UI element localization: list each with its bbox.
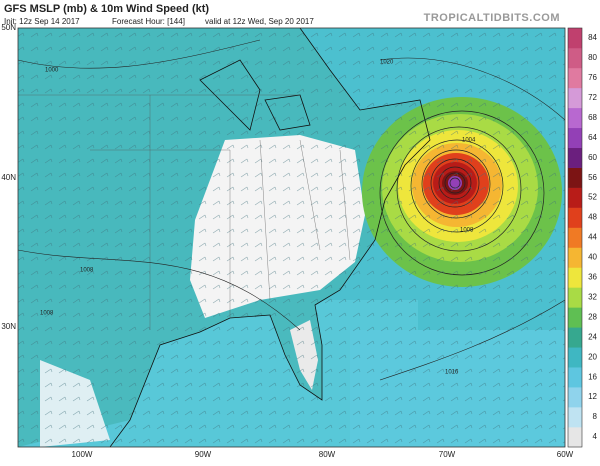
colorbar-segment bbox=[568, 67, 582, 89]
colorbar-label: 56 bbox=[588, 173, 597, 182]
lon-label: 100W bbox=[72, 450, 93, 459]
colorbar-label: 32 bbox=[588, 292, 597, 301]
colorbar-segment bbox=[568, 347, 582, 368]
colorbar-frame bbox=[567, 27, 583, 448]
title: GFS MSLP (mb) & 10m Wind Speed (kt) bbox=[4, 3, 209, 15]
wind-barbs bbox=[18, 28, 565, 447]
colorbar-segment bbox=[568, 367, 582, 388]
colorbar-segment bbox=[568, 227, 582, 248]
colorbar-segment bbox=[568, 47, 582, 69]
valid-time: valid at 12z Wed, Sep 20 2017 bbox=[205, 17, 314, 26]
colorbar-label: 28 bbox=[588, 312, 597, 321]
colorbar-label: 68 bbox=[588, 113, 597, 122]
map-frame bbox=[17, 27, 566, 448]
colorbar-segment bbox=[568, 28, 582, 49]
colorbar-label: 16 bbox=[588, 372, 597, 381]
colorbar-label: 44 bbox=[588, 233, 597, 242]
colorbar-label: 24 bbox=[588, 332, 597, 341]
colorbar-label: 40 bbox=[588, 253, 597, 262]
colorbar-segment bbox=[568, 327, 582, 348]
colorbar-segment bbox=[568, 147, 582, 168]
colorbar-label: 48 bbox=[588, 213, 597, 222]
colorbar-label: 8 bbox=[593, 412, 598, 421]
lon-label: 80W bbox=[319, 450, 336, 459]
colorbar-segment bbox=[568, 427, 582, 448]
colorbar-segment bbox=[568, 267, 582, 288]
colorbar-label: 84 bbox=[588, 33, 597, 42]
isobar-label: 1004 bbox=[462, 138, 476, 144]
isobar-label: 1008 bbox=[80, 268, 94, 274]
colorbar-segment bbox=[568, 127, 582, 149]
lon-label: 90W bbox=[195, 450, 212, 459]
colorbar-label: 4 bbox=[593, 432, 598, 441]
colorbar-segment bbox=[568, 287, 582, 308]
colorbar-segment bbox=[568, 87, 582, 109]
colorbar-segment bbox=[568, 307, 582, 328]
colorbar-segment bbox=[568, 387, 582, 408]
colorbar-segment bbox=[568, 407, 582, 428]
source-watermark: TROPICALTIDBITS.COM bbox=[424, 12, 560, 24]
colorbar-label: 80 bbox=[588, 53, 597, 62]
isobar-label: 1008 bbox=[40, 311, 54, 317]
colorbar-label: 60 bbox=[588, 153, 597, 162]
init-time: Init: 12z Sep 14 2017 bbox=[4, 17, 80, 26]
isobar-label: 1000 bbox=[45, 68, 59, 74]
lon-label: 70W bbox=[439, 450, 456, 459]
colorbar-label: 12 bbox=[588, 392, 597, 401]
colorbar-label: 64 bbox=[588, 133, 597, 142]
colorbar-label: 72 bbox=[588, 93, 597, 102]
colorbar-label: 76 bbox=[588, 73, 597, 82]
lat-label: 50N bbox=[1, 23, 16, 32]
colorbar-label: 52 bbox=[588, 193, 597, 202]
colorbar-segment bbox=[568, 167, 582, 188]
forecast-hour: Forecast Hour: [144] bbox=[112, 17, 185, 26]
lat-label: 30N bbox=[1, 322, 16, 331]
colorbar-label: 36 bbox=[588, 273, 597, 282]
lat-label: 40N bbox=[1, 173, 16, 182]
isobar-label: 1008 bbox=[460, 228, 474, 234]
colorbar-segment bbox=[568, 107, 582, 129]
map bbox=[18, 28, 565, 447]
borders bbox=[18, 94, 351, 330]
isobars bbox=[18, 39, 565, 381]
colorbar-segment bbox=[568, 207, 582, 228]
lon-label: 60W bbox=[557, 450, 574, 459]
isobar-label: 1016 bbox=[445, 370, 459, 376]
colorbar-segment bbox=[568, 187, 582, 208]
colorbar-label: 20 bbox=[588, 352, 597, 361]
isobar-label: 1020 bbox=[380, 60, 394, 66]
colorbar-segment bbox=[568, 247, 582, 268]
coastlines bbox=[109, 28, 431, 447]
